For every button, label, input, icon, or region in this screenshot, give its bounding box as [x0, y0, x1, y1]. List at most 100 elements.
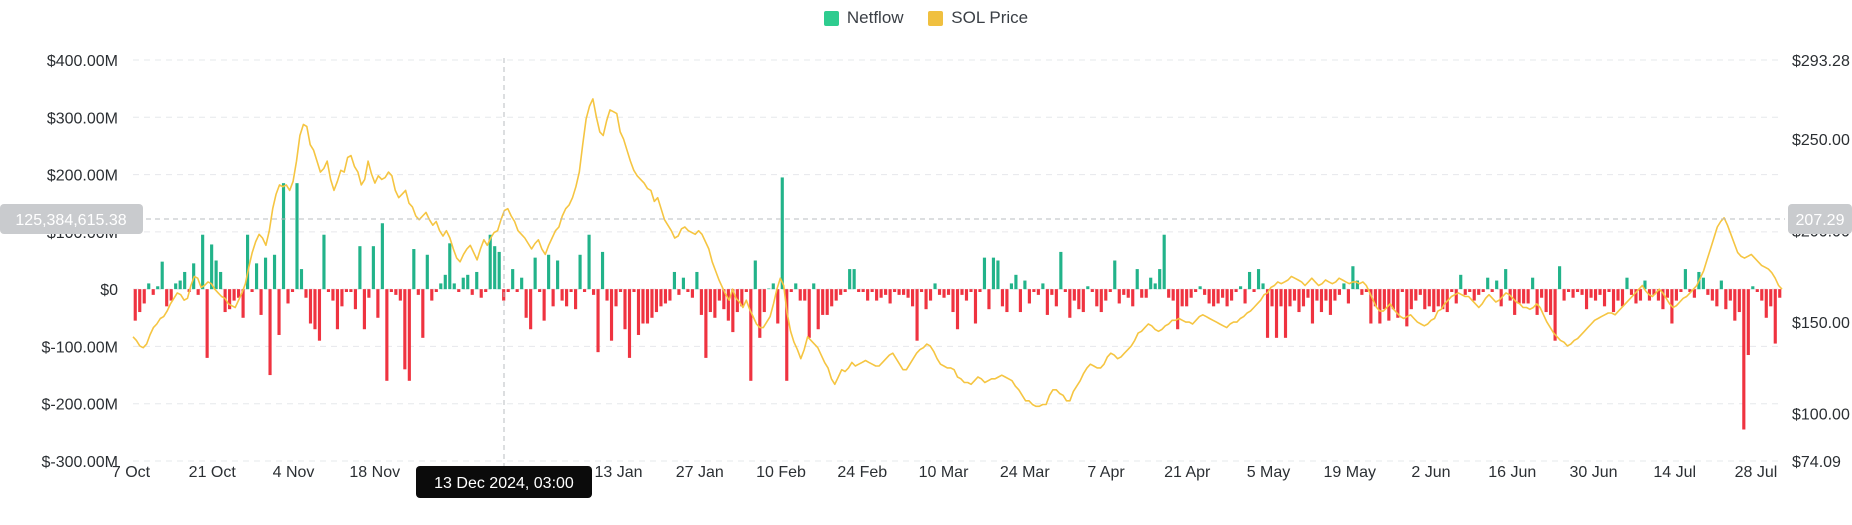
netflow-bar — [1567, 289, 1571, 292]
netflow-bar — [1463, 289, 1467, 295]
netflow-bar — [1023, 280, 1027, 290]
netflow-bar — [380, 223, 384, 290]
netflow-bar — [614, 289, 618, 307]
netflow-bar — [479, 289, 483, 298]
netflow-bar — [214, 260, 218, 290]
netflow-bar — [1733, 289, 1737, 321]
netflow-bar — [1719, 280, 1723, 290]
netflow-bar — [1122, 289, 1126, 295]
x-tick-label: 14 Jul — [1653, 464, 1696, 481]
netflow-bar — [1189, 289, 1193, 298]
price-swatch-icon — [928, 10, 944, 26]
netflow-bar — [893, 289, 897, 292]
netflow-bar — [1652, 289, 1656, 295]
netflow-bar — [623, 289, 627, 330]
netflow-bar — [349, 289, 353, 292]
x-tick-label: 13 Jan — [594, 464, 642, 481]
netflow-bar — [237, 289, 241, 298]
netflow-bar — [1135, 269, 1139, 290]
hover-right-value-label: 207.29 — [1796, 212, 1845, 229]
netflow-bar — [1194, 289, 1198, 292]
netflow-bar — [1086, 286, 1090, 290]
netflow-bar — [452, 283, 456, 290]
netflow-bar — [1050, 289, 1054, 295]
netflow-bar — [1769, 289, 1773, 307]
netflow-bar — [695, 271, 699, 290]
netflow-bar — [1459, 274, 1463, 290]
netflow-bar — [1252, 289, 1256, 292]
legend-item-sol-price[interactable]: SOL Price — [928, 8, 1028, 28]
netflow-bar — [1715, 289, 1719, 307]
netflow-bar — [1324, 289, 1328, 301]
legend-label-netflow: Netflow — [846, 8, 904, 27]
netflow-bar — [906, 289, 910, 298]
netflow-bar — [641, 289, 645, 324]
netflow-bar — [1005, 289, 1009, 313]
netflow-bar — [1638, 289, 1643, 301]
netflow-bar — [1216, 289, 1220, 304]
y-left-tick-label: $400.00M — [47, 53, 118, 70]
netflow-bar — [982, 257, 987, 290]
netflow-bar — [1764, 289, 1768, 318]
netflow-bar — [605, 289, 609, 301]
netflow-bar — [367, 289, 371, 298]
netflow-bar — [771, 283, 775, 290]
netflow-bar — [520, 277, 524, 290]
netflow-bar — [1400, 289, 1404, 292]
netflow-bar — [996, 260, 1000, 290]
netflow-bar — [1778, 289, 1782, 298]
netflow-bar — [1558, 266, 1562, 290]
netflow-bar — [650, 289, 654, 318]
netflow-bar — [223, 289, 227, 313]
netflow-bar — [1144, 289, 1148, 298]
netflow-bar — [322, 234, 326, 290]
netflow-swatch-icon — [823, 10, 839, 26]
netflow-bar — [807, 289, 811, 338]
netflow-bar — [201, 234, 205, 290]
netflow-bar — [1526, 289, 1530, 304]
netflow-bar — [1171, 289, 1175, 301]
x-tick-label: 30 Jun — [1569, 464, 1617, 481]
netflow-bar — [1616, 289, 1620, 301]
netflow-bar — [1692, 289, 1696, 298]
netflow-bar — [587, 234, 591, 290]
netflow-bar — [933, 283, 937, 290]
netflow-bar — [133, 289, 137, 321]
netflow-bar — [1751, 286, 1755, 290]
netflow-bar — [1000, 289, 1005, 307]
netflow-bar — [946, 289, 951, 295]
netflow-bar — [484, 289, 488, 292]
netflow-bar — [308, 289, 313, 324]
netflow-bar — [138, 289, 142, 313]
netflow-bar — [1661, 289, 1665, 310]
netflow-bar — [875, 289, 879, 301]
netflow-bar — [978, 289, 982, 292]
netflow-bar — [753, 260, 757, 290]
x-tick-label: 16 Jun — [1488, 464, 1536, 481]
netflow-bar — [1517, 289, 1521, 304]
netflow-bar — [1180, 289, 1184, 307]
netflow-bar — [1773, 289, 1777, 344]
netflow-bar — [461, 277, 465, 290]
netflow-bar — [951, 289, 955, 313]
netflow-bar — [1562, 289, 1566, 301]
netflow-bar — [964, 289, 969, 301]
netflow-bar — [425, 254, 429, 290]
netflow-bar — [1742, 289, 1746, 430]
legend-label-sol-price: SOL Price — [951, 8, 1029, 27]
netflow-bar — [1014, 274, 1018, 290]
netflow-bar — [1036, 289, 1040, 295]
netflow-bar — [672, 271, 677, 290]
netflow-bar — [1059, 251, 1063, 290]
netflow-bar — [928, 289, 933, 301]
x-tick-label: 21 Apr — [1164, 464, 1211, 481]
netflow-bar — [596, 289, 600, 353]
netflow-bar — [335, 289, 340, 330]
x-tick-label: 2 Jun — [1411, 464, 1450, 481]
legend-item-netflow[interactable]: Netflow — [823, 8, 904, 28]
netflow-bar — [1247, 271, 1252, 290]
netflow-bar — [358, 246, 362, 290]
netflow-bar — [1041, 283, 1045, 290]
